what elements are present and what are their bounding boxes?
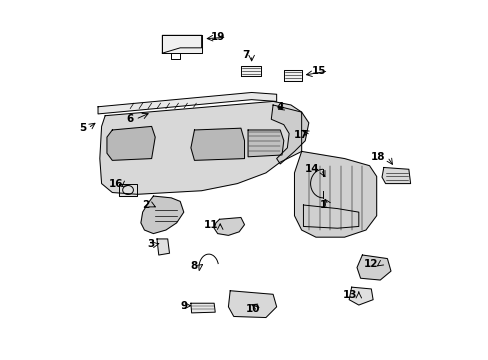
Text: 19: 19 xyxy=(210,32,224,42)
Text: 8: 8 xyxy=(190,261,198,271)
Text: 16: 16 xyxy=(108,179,123,189)
Polygon shape xyxy=(381,167,410,184)
Text: 4: 4 xyxy=(276,102,283,112)
Text: 2: 2 xyxy=(142,200,149,210)
Text: 7: 7 xyxy=(242,50,249,60)
Polygon shape xyxy=(247,130,283,157)
Text: 13: 13 xyxy=(342,290,356,300)
Polygon shape xyxy=(294,152,376,237)
Text: 3: 3 xyxy=(146,239,154,249)
Polygon shape xyxy=(190,303,215,313)
Polygon shape xyxy=(214,217,244,235)
Polygon shape xyxy=(162,35,201,53)
Text: 14: 14 xyxy=(305,164,319,174)
Polygon shape xyxy=(228,291,276,318)
Polygon shape xyxy=(119,184,137,196)
Text: 17: 17 xyxy=(294,130,308,140)
Polygon shape xyxy=(98,93,276,114)
Text: 11: 11 xyxy=(203,220,218,230)
Text: 5: 5 xyxy=(79,123,86,133)
Text: 12: 12 xyxy=(363,259,378,269)
Text: 18: 18 xyxy=(370,152,385,162)
Polygon shape xyxy=(141,196,183,234)
Polygon shape xyxy=(190,128,244,160)
Text: 15: 15 xyxy=(311,66,326,76)
Polygon shape xyxy=(107,126,155,160)
Text: 10: 10 xyxy=(245,303,259,314)
Polygon shape xyxy=(356,255,390,280)
Polygon shape xyxy=(241,66,260,76)
Polygon shape xyxy=(100,102,301,194)
Text: 9: 9 xyxy=(180,301,187,311)
Polygon shape xyxy=(157,239,169,255)
Polygon shape xyxy=(271,105,308,164)
Polygon shape xyxy=(348,287,372,305)
Text: 6: 6 xyxy=(126,114,134,124)
Polygon shape xyxy=(283,70,301,81)
Text: 1: 1 xyxy=(319,200,326,210)
